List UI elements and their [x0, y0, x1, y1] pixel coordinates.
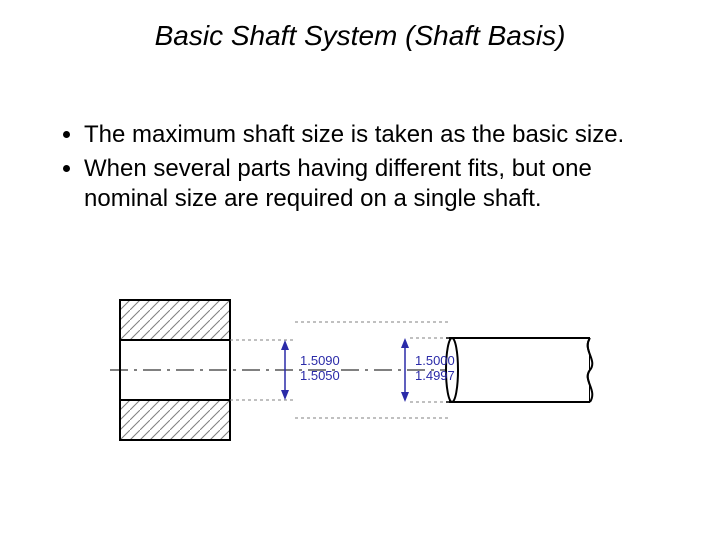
hole-dim-upper: 1.5090 [300, 353, 340, 368]
shaft-dim-lower: 1.4997 [415, 368, 455, 383]
bullet-item: When several parts having different fits… [84, 154, 660, 214]
shaft-section [446, 336, 610, 404]
page-title: Basic Shaft System (Shaft Basis) [0, 20, 720, 52]
bullet-item: The maximum shaft size is taken as the b… [84, 120, 660, 150]
hole-dim-lower: 1.5050 [300, 368, 340, 383]
engineering-diagram: 1.5090 1.5050 [110, 290, 610, 490]
bullet-list: The maximum shaft size is taken as the b… [60, 120, 660, 218]
shaft-dim-upper: 1.5000 [415, 353, 455, 368]
